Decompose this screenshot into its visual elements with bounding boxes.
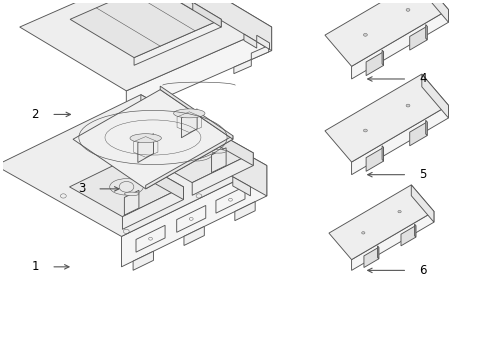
Polygon shape — [141, 95, 267, 196]
Polygon shape — [251, 45, 269, 59]
Polygon shape — [192, 153, 253, 195]
Polygon shape — [146, 136, 233, 189]
Polygon shape — [410, 122, 427, 146]
Polygon shape — [352, 10, 448, 79]
Polygon shape — [200, 123, 253, 166]
Ellipse shape — [212, 149, 226, 153]
Polygon shape — [257, 35, 270, 49]
Circle shape — [364, 33, 368, 36]
Polygon shape — [165, 0, 271, 51]
Polygon shape — [138, 134, 153, 162]
Polygon shape — [364, 247, 379, 267]
Polygon shape — [325, 0, 448, 66]
Circle shape — [362, 231, 365, 234]
Polygon shape — [352, 211, 434, 270]
Text: 2: 2 — [32, 108, 39, 121]
Polygon shape — [366, 52, 384, 76]
Polygon shape — [244, 34, 257, 48]
Polygon shape — [235, 202, 255, 221]
Polygon shape — [122, 187, 183, 229]
Polygon shape — [401, 226, 416, 246]
Text: 6: 6 — [419, 264, 427, 277]
Circle shape — [398, 211, 401, 213]
Polygon shape — [139, 123, 253, 183]
Polygon shape — [422, 74, 448, 118]
Polygon shape — [134, 19, 221, 65]
Polygon shape — [122, 166, 267, 267]
Ellipse shape — [130, 134, 161, 143]
Polygon shape — [0, 95, 267, 237]
Polygon shape — [124, 190, 139, 215]
Polygon shape — [352, 105, 448, 175]
Polygon shape — [325, 74, 448, 162]
Polygon shape — [184, 226, 204, 246]
Polygon shape — [382, 50, 384, 66]
Polygon shape — [410, 26, 427, 50]
Polygon shape — [130, 157, 183, 199]
Polygon shape — [180, 0, 193, 10]
Polygon shape — [157, 0, 221, 27]
Polygon shape — [70, 0, 221, 58]
Ellipse shape — [173, 109, 205, 118]
Text: 5: 5 — [419, 168, 427, 181]
Polygon shape — [181, 109, 197, 138]
Polygon shape — [126, 27, 271, 114]
Polygon shape — [147, 98, 164, 112]
Text: 4: 4 — [419, 72, 427, 85]
Polygon shape — [382, 146, 384, 161]
Polygon shape — [233, 177, 250, 196]
Text: 3: 3 — [78, 183, 85, 195]
Polygon shape — [422, 0, 448, 22]
Circle shape — [406, 104, 410, 107]
Polygon shape — [157, 134, 175, 153]
Circle shape — [364, 129, 368, 132]
Ellipse shape — [124, 192, 139, 195]
Polygon shape — [70, 157, 183, 217]
Polygon shape — [234, 59, 251, 74]
Polygon shape — [73, 90, 233, 189]
Polygon shape — [329, 185, 434, 260]
Circle shape — [406, 8, 410, 11]
Polygon shape — [133, 251, 153, 270]
Polygon shape — [20, 0, 271, 91]
Polygon shape — [212, 148, 226, 173]
Polygon shape — [160, 86, 233, 139]
Polygon shape — [426, 120, 427, 136]
Polygon shape — [377, 246, 379, 259]
Polygon shape — [366, 148, 384, 171]
Polygon shape — [426, 24, 427, 40]
Polygon shape — [411, 185, 434, 222]
Polygon shape — [415, 224, 416, 237]
Polygon shape — [129, 99, 147, 113]
Text: 1: 1 — [32, 260, 39, 273]
